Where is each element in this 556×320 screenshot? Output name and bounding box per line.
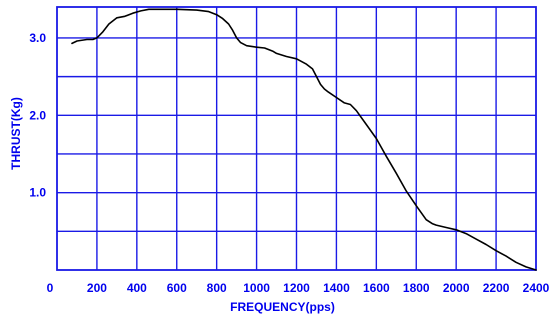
x-tick-label: 1000 [243,281,270,295]
plot-frame [56,6,537,271]
y-tick-label: 3.0 [29,31,46,45]
x-tick-label: 1200 [283,281,310,295]
x-tick-label: 1800 [403,281,430,295]
y-tick-label: 2.0 [29,108,46,122]
x-tick-label: 400 [127,281,147,295]
y-axis-label: THRUST(Kg) [9,97,23,170]
y-tick-label: 1.0 [29,186,46,200]
x-tick-label: 1600 [363,281,390,295]
x-tick-labels: 0 200 400 600 800 1000 1200 1400 1600 1800 2000 220… [47,281,550,295]
x-tick-label: 1400 [323,281,350,295]
x-tick-label: 800 [207,281,227,295]
x-axis-label: FREQUENCY(pps) [230,300,335,314]
x-tick-label: 2000 [443,281,470,295]
grid [57,7,536,270]
x-tick-label: 200 [87,281,107,295]
x-tick-label: 2400 [523,281,550,295]
thrust-curve [71,8,537,271]
x-tick-label: 0 [47,281,54,295]
x-tick-label: 600 [167,281,187,295]
x-tick-label: 2200 [483,281,510,295]
y-tick-labels: 1.0 2.0 3.0 [29,31,46,200]
